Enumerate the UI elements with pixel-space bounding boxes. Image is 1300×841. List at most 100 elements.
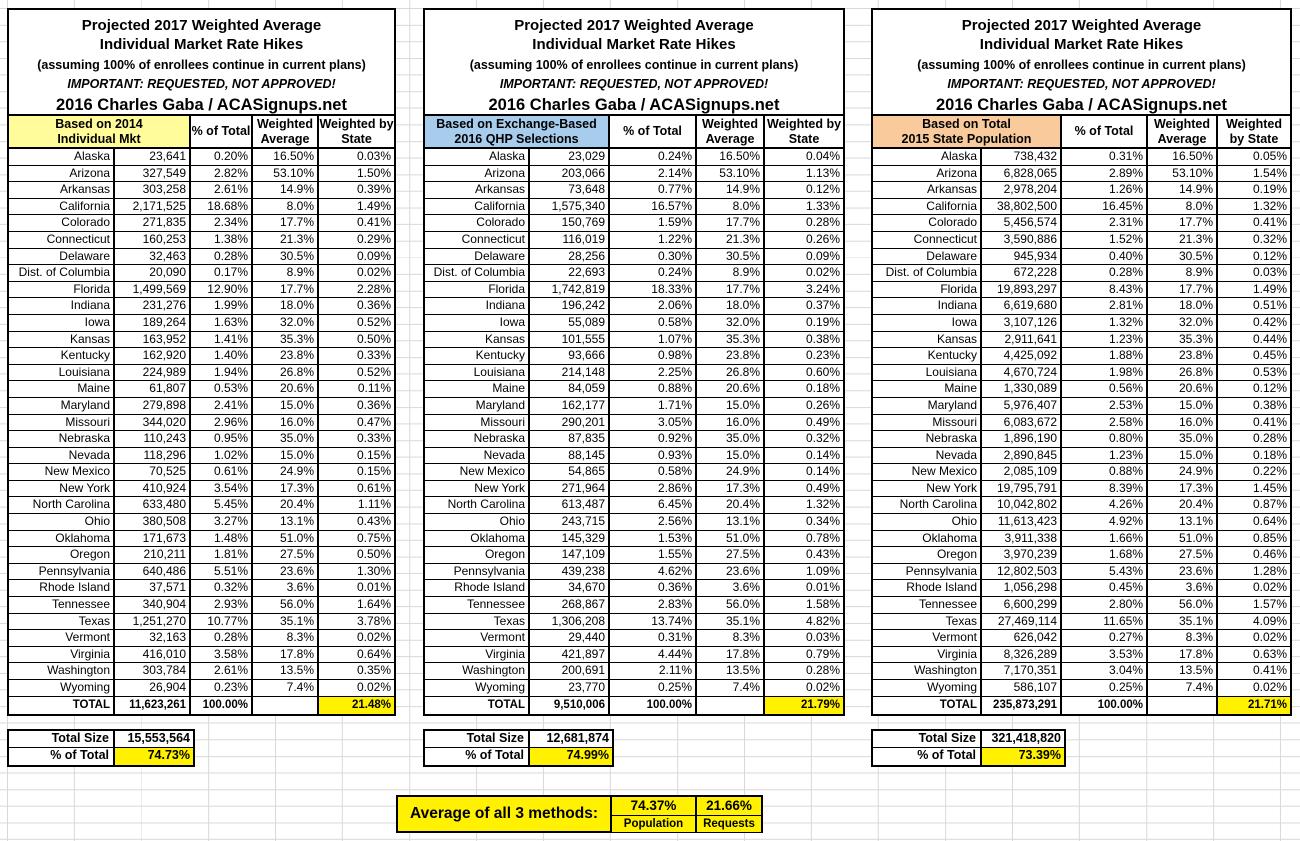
weighted-by-state-cell[interactable]: 0.64% <box>1252 514 1287 529</box>
weighted-by-state-header[interactable]: Weighted by State <box>1225 117 1283 146</box>
weighted-by-state-cell[interactable]: 0.41% <box>1252 215 1287 230</box>
state-cell[interactable]: Rhode Island <box>425 580 530 597</box>
weighted-average-cell[interactable]: 32.0% <box>1148 314 1218 331</box>
weighted-average-cell[interactable]: 35.3% <box>697 331 765 348</box>
market-size-cell[interactable]: 26,904 <box>115 680 191 696</box>
pct-of-total-cell[interactable]: 4.44% <box>610 646 697 663</box>
weighted-by-state-cell[interactable]: 0.43% <box>356 514 391 529</box>
pct-of-total-cell[interactable]: 3.04% <box>1062 663 1148 679</box>
weighted-average-cell[interactable]: 23.8% <box>1148 348 1218 364</box>
weighted-average-cell[interactable]: 24.9% <box>1148 464 1218 480</box>
market-size-cell[interactable]: 410,924 <box>115 480 191 497</box>
state-cell[interactable]: Connecticut <box>425 231 530 248</box>
market-size-cell[interactable]: 2,171,525 <box>115 198 191 215</box>
weighted-by-state-cell[interactable]: 0.32% <box>805 431 840 446</box>
pct-of-total-cell[interactable]: 6.45% <box>610 497 697 514</box>
pct-of-total-cell[interactable]: 13.74% <box>610 613 697 630</box>
based-on-header[interactable]: Based on Exchange-Based 2016 QHP Selecti… <box>425 116 610 147</box>
pct-of-total-cell[interactable]: 0.88% <box>1062 464 1148 480</box>
state-cell[interactable]: Colorado <box>425 215 530 231</box>
weighted-average-cell[interactable]: 17.7% <box>253 215 319 231</box>
state-cell[interactable]: Arkansas <box>873 182 982 198</box>
state-cell[interactable]: Pennsylvania <box>9 563 115 580</box>
state-cell[interactable]: Vermont <box>425 630 530 646</box>
state-cell[interactable]: Kentucky <box>873 348 982 364</box>
pct-of-total-cell[interactable]: 2.41% <box>191 397 253 414</box>
pct-of-total-cell[interactable]: 0.40% <box>1062 248 1148 265</box>
market-size-cell[interactable]: 73,648 <box>530 182 610 198</box>
weighted-by-state-cell[interactable]: 1.58% <box>805 597 840 612</box>
state-cell[interactable]: Arkansas <box>425 182 530 198</box>
pct-of-total-cell[interactable]: 3.54% <box>191 480 253 497</box>
weighted-average-cell[interactable]: 51.0% <box>253 530 319 547</box>
pct-of-total-cell[interactable]: 0.30% <box>610 248 697 265</box>
weighted-average-cell[interactable]: 15.0% <box>253 397 319 414</box>
pct-of-total-cell[interactable]: 2.56% <box>610 514 697 530</box>
weighted-average-cell[interactable]: 35.3% <box>253 331 319 348</box>
market-size-cell[interactable]: 61,807 <box>115 381 191 397</box>
weighted-average-cell[interactable]: 18.0% <box>253 298 319 314</box>
weighted-by-state-cell[interactable]: 0.78% <box>805 530 840 545</box>
weighted-by-state-cell[interactable]: 1.45% <box>1252 480 1287 495</box>
market-size-cell[interactable]: 27,469,114 <box>982 613 1062 630</box>
market-size-cell[interactable]: 1,742,819 <box>530 281 610 298</box>
weighted-average-cell[interactable]: 20.6% <box>1148 381 1218 397</box>
market-size-cell[interactable]: 3,590,886 <box>982 231 1062 248</box>
weighted-by-state-cell[interactable]: 0.35% <box>356 663 391 678</box>
weighted-average-cell[interactable]: 20.4% <box>253 497 319 514</box>
market-size-cell[interactable]: 19,795,791 <box>982 480 1062 497</box>
state-cell[interactable]: Arkansas <box>9 182 115 198</box>
pct-of-total-cell[interactable]: 2.34% <box>191 215 253 231</box>
pct-of-total-cell[interactable]: 0.25% <box>1062 680 1148 696</box>
market-size-cell[interactable]: 6,619,680 <box>982 298 1062 314</box>
average-methods-label[interactable]: Average of all 3 methods: <box>398 797 612 831</box>
market-size-cell[interactable]: 210,211 <box>115 547 191 563</box>
weighted-by-state-cell[interactable]: 0.28% <box>1252 431 1287 446</box>
weighted-average-cell[interactable]: 13.5% <box>1148 663 1218 679</box>
state-cell[interactable]: Iowa <box>873 314 982 331</box>
weighted-by-state-cell[interactable]: 0.29% <box>356 231 391 246</box>
pct-of-total-cell[interactable]: 1.71% <box>610 397 697 414</box>
based-on-header[interactable]: Based on 2014 Individual Mkt <box>9 116 191 147</box>
pct-of-total-cell[interactable]: 1.52% <box>1062 231 1148 248</box>
market-size-cell[interactable]: 626,042 <box>982 630 1062 646</box>
weighted-by-state-cell[interactable]: 0.04% <box>805 149 840 163</box>
weighted-average-cell[interactable]: 17.3% <box>253 480 319 497</box>
weighted-average-cell[interactable]: 7.4% <box>253 680 319 696</box>
state-cell[interactable]: Missouri <box>9 414 115 431</box>
state-cell[interactable]: Oregon <box>425 547 530 563</box>
market-size-cell[interactable]: 1,251,270 <box>115 613 191 630</box>
weighted-average-cell[interactable]: 8.3% <box>1148 630 1218 646</box>
weighted-average-cell[interactable]: 17.3% <box>1148 480 1218 497</box>
pct-of-total-cell[interactable]: 1.88% <box>1062 348 1148 364</box>
pct-of-total-cell[interactable]: 3.53% <box>1062 646 1148 663</box>
state-cell[interactable]: New Mexico <box>425 464 530 480</box>
pct-of-total-cell[interactable]: 0.58% <box>610 314 697 331</box>
table-title-block[interactable]: Projected 2017 Weighted Average Individu… <box>425 10 843 116</box>
market-size-cell[interactable]: 93,666 <box>530 348 610 364</box>
pct-of-total-cell[interactable]: 1.68% <box>1062 547 1148 563</box>
total-label-cell[interactable]: TOTAL <box>873 696 982 714</box>
weighted-average-cell[interactable]: 17.8% <box>697 646 765 663</box>
weighted-by-state-cell[interactable]: 0.75% <box>356 530 391 545</box>
pct-of-total-cell[interactable]: 0.56% <box>1062 381 1148 397</box>
weighted-by-state-cell[interactable]: 0.49% <box>805 480 840 495</box>
state-cell[interactable]: North Carolina <box>873 497 982 514</box>
state-cell[interactable]: Dist. of Columbia <box>9 265 115 281</box>
weighted-average-cell[interactable]: 20.6% <box>253 381 319 397</box>
state-cell[interactable]: Oregon <box>9 547 115 563</box>
state-cell[interactable]: Nevada <box>425 447 530 464</box>
weighted-by-state-cell[interactable]: 1.30% <box>356 563 391 578</box>
weighted-average-cell[interactable]: 18.0% <box>1148 298 1218 314</box>
weighted-by-state-cell[interactable]: 1.64% <box>356 597 391 612</box>
state-cell[interactable]: Washington <box>873 663 982 679</box>
market-size-cell[interactable]: 4,670,724 <box>982 364 1062 381</box>
weighted-average-cell[interactable]: 53.10% <box>1148 165 1218 182</box>
state-cell[interactable]: Iowa <box>425 314 530 331</box>
weighted-by-state-cell[interactable]: 0.02% <box>1252 630 1287 645</box>
market-size-cell[interactable]: 6,083,672 <box>982 414 1062 431</box>
weighted-average-cell[interactable]: 16.0% <box>697 414 765 431</box>
pct-of-total-cell[interactable]: 1.48% <box>191 530 253 547</box>
weighted-by-state-cell[interactable]: 0.11% <box>357 381 391 396</box>
weighted-average-cell[interactable]: 51.0% <box>1148 530 1218 547</box>
